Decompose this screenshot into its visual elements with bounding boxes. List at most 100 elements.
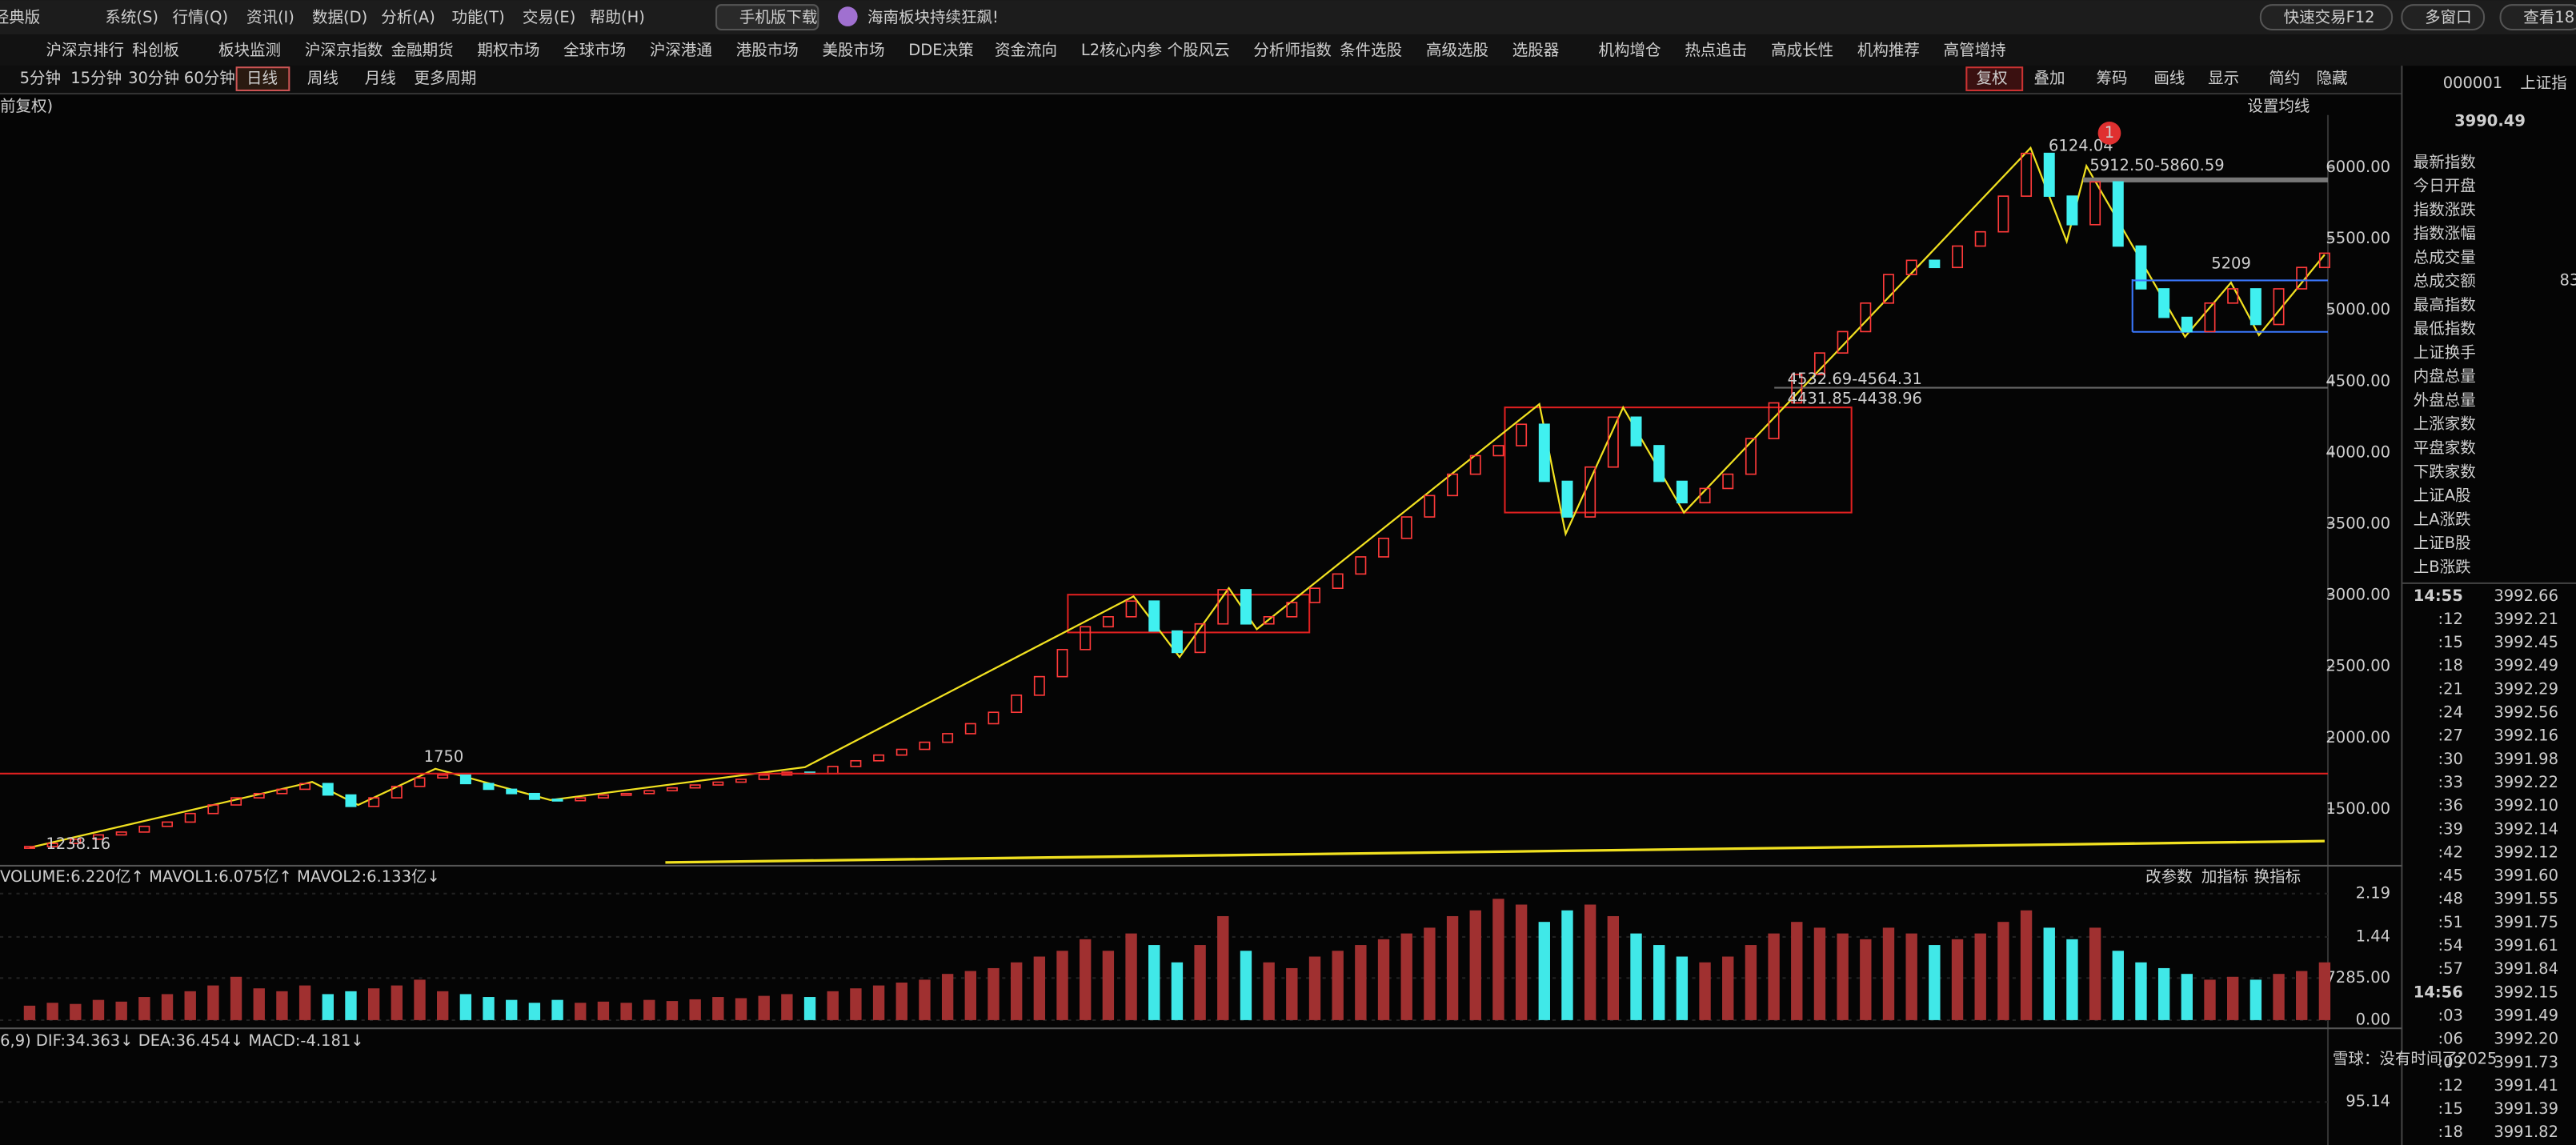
period[interactable]: 30分钟 xyxy=(128,69,179,87)
volume-bar xyxy=(1102,951,1115,1020)
menu-item[interactable]: 分析(A) xyxy=(381,8,435,26)
indicator-button[interactable]: 换指标 xyxy=(2254,867,2302,886)
tool[interactable]: 叠加 xyxy=(2034,69,2065,87)
candle xyxy=(2296,266,2308,290)
volume-bar xyxy=(643,999,655,1020)
nav-item[interactable]: 条件选股 xyxy=(1340,41,1402,59)
nav-item[interactable]: 全球市场 xyxy=(563,41,626,59)
nav-item[interactable]: 资金流向 xyxy=(995,41,1057,59)
candle xyxy=(528,792,540,800)
nav-item[interactable]: 港股市场 xyxy=(736,41,799,59)
y-tick-label: 1.44 xyxy=(2356,927,2390,945)
candle xyxy=(70,838,82,844)
tool[interactable]: 复权 xyxy=(1977,69,2008,87)
nav-item[interactable]: 沪深京指数 xyxy=(305,41,383,59)
menu-item[interactable]: 交易(E) xyxy=(523,8,576,26)
candle xyxy=(1538,423,1550,482)
y-tick-label: 3000.00 xyxy=(2326,586,2390,604)
menu-item[interactable]: 功能(T) xyxy=(452,8,505,26)
nav-item[interactable]: 机构增仓 xyxy=(1599,41,1661,59)
promo[interactable]: 海南板块持续狂飙! xyxy=(867,8,999,26)
nav-bar xyxy=(0,34,2576,66)
quote-label: 上B涨跌 xyxy=(2414,558,2471,576)
candle xyxy=(1607,416,1619,468)
volume-bar xyxy=(184,991,196,1020)
tick-price: 3991.61 xyxy=(2494,936,2558,955)
top-button-label[interactable]: 查看18 xyxy=(2523,8,2574,26)
nav-item[interactable]: L2核心内参 xyxy=(1081,41,1162,59)
nav-item[interactable]: 沪深京排行 xyxy=(46,41,124,59)
tick-price: 3991.75 xyxy=(2494,913,2558,931)
nav-item[interactable]: 期权市场 xyxy=(477,41,539,59)
top-button-label[interactable]: 快速交易F12 xyxy=(2284,8,2375,26)
promo[interactable]: 手机版下载 xyxy=(739,8,818,26)
candle xyxy=(942,733,954,743)
candle xyxy=(1745,438,1757,475)
tick-time: :27 xyxy=(2438,727,2463,745)
volume-bar xyxy=(276,991,288,1020)
candle xyxy=(873,754,885,762)
candle xyxy=(345,794,357,807)
nav-item[interactable]: 机构推荐 xyxy=(1857,41,1920,59)
candle xyxy=(483,783,495,791)
volume-bar xyxy=(689,999,701,1020)
chart-header-right[interactable]: 设置均线 xyxy=(2247,97,2310,115)
period[interactable]: 周线 xyxy=(307,69,339,87)
period[interactable]: 5分钟 xyxy=(20,69,61,87)
nav-item[interactable]: 高级选股 xyxy=(1426,41,1488,59)
menu-item[interactable]: 帮助(H) xyxy=(590,8,645,26)
candle xyxy=(895,748,907,756)
nav-item[interactable]: 科创板 xyxy=(132,41,179,59)
volume-bar xyxy=(1377,939,1390,1020)
menu-item[interactable]: 系统(S) xyxy=(105,8,158,26)
candle xyxy=(1860,302,1872,333)
tick-price: 3991.73 xyxy=(2494,1053,2558,1071)
volume-bar xyxy=(1125,933,1137,1020)
tick-time: :21 xyxy=(2438,679,2463,698)
tick-price: 3991.82 xyxy=(2494,1123,2558,1141)
nav-item[interactable]: 板块监测 xyxy=(218,41,281,59)
candle xyxy=(46,843,58,847)
nav-item[interactable]: 个股风云 xyxy=(1168,41,1230,59)
tool[interactable]: 简约 xyxy=(2269,69,2300,87)
tool[interactable]: 画线 xyxy=(2153,69,2185,87)
menu-item[interactable]: 行情(Q) xyxy=(173,8,229,26)
candle xyxy=(299,783,311,791)
tick-time: :09 xyxy=(2438,1053,2463,1071)
nav-item[interactable]: 热点追击 xyxy=(1685,41,1747,59)
tick-time: :18 xyxy=(2438,1123,2463,1141)
nav-item[interactable]: 沪深港通 xyxy=(650,41,712,59)
indicator-button[interactable]: 改参数 xyxy=(2145,867,2193,886)
nav-item[interactable]: 选股器 xyxy=(1512,41,1560,59)
candle xyxy=(1469,454,1481,475)
quote-label: 内盘总量 xyxy=(2414,367,2476,386)
period[interactable]: 月线 xyxy=(365,69,396,87)
volume-bar xyxy=(161,994,174,1020)
tool[interactable]: 筹码 xyxy=(2097,69,2128,87)
indicator-button[interactable]: 加指标 xyxy=(2201,867,2249,886)
period[interactable]: 更多周期 xyxy=(414,69,476,87)
tool[interactable]: 显示 xyxy=(2208,69,2239,87)
nav-item[interactable]: 分析师指数 xyxy=(1253,41,1332,59)
volume-bar xyxy=(1607,915,1620,1020)
nav-item[interactable]: 美股市场 xyxy=(822,41,884,59)
volume-bar xyxy=(1860,939,1872,1020)
menu-item[interactable]: 资讯(I) xyxy=(246,8,294,26)
period[interactable]: 日线 xyxy=(246,69,278,87)
top-button-label[interactable]: 多窗口 xyxy=(2425,8,2472,26)
period[interactable]: 60分钟 xyxy=(184,69,235,87)
nav-item[interactable]: 金融期货 xyxy=(391,41,454,59)
nav-item[interactable]: 高成长性 xyxy=(1771,41,1833,59)
volume-bar xyxy=(322,994,334,1020)
volume-bar xyxy=(2066,939,2078,1020)
menu-item[interactable]: 数据(D) xyxy=(312,8,367,26)
nav-item[interactable]: 高管增持 xyxy=(1944,41,2006,59)
candle xyxy=(551,799,563,802)
tick-price: 3992.12 xyxy=(2494,843,2558,861)
volume-bar xyxy=(2296,971,2308,1020)
nav-item[interactable]: DDE决策 xyxy=(908,41,973,59)
tool[interactable]: 隐藏 xyxy=(2317,69,2348,87)
period[interactable]: 15分钟 xyxy=(70,69,122,87)
candle xyxy=(1492,445,1504,457)
candle xyxy=(2066,195,2078,226)
